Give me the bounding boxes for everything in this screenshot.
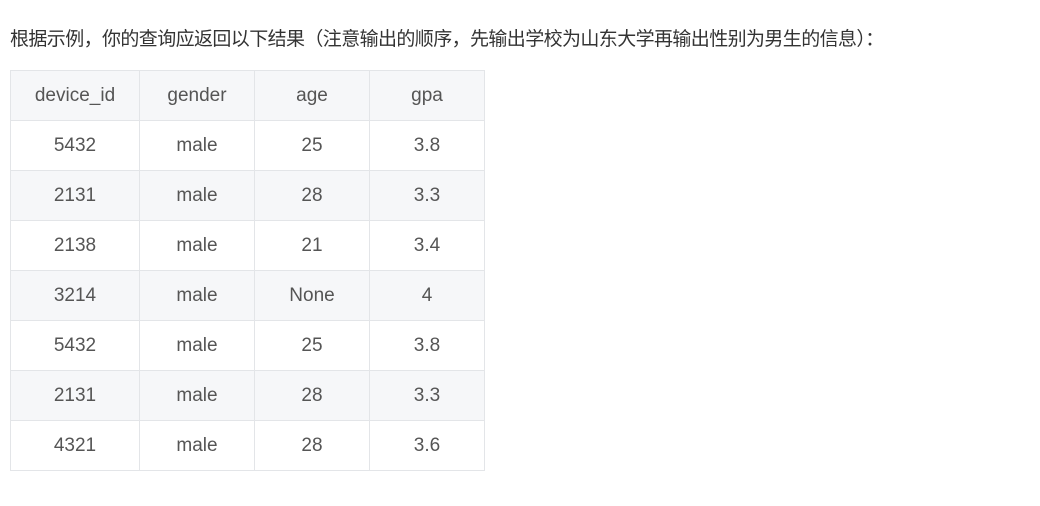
cell-gpa: 3.8: [369, 120, 485, 171]
cell-gender: male: [139, 420, 255, 471]
cell-gpa: 3.3: [369, 370, 485, 421]
cell-age: 28: [254, 370, 370, 421]
table-row: 3214 male None 4: [10, 270, 485, 321]
header-device-id: device_id: [10, 70, 140, 121]
result-table: device_id gender age gpa 5432 male 25 3.…: [10, 70, 485, 471]
cell-gpa: 4: [369, 270, 485, 321]
cell-device-id: 4321: [10, 420, 140, 471]
cell-gpa: 3.6: [369, 420, 485, 471]
header-gender: gender: [139, 70, 255, 121]
table-row: 2131 male 28 3.3: [10, 170, 485, 221]
cell-gpa: 3.4: [369, 220, 485, 271]
cell-age: 28: [254, 170, 370, 221]
table-row: 4321 male 28 3.6: [10, 420, 485, 471]
intro-text: 根据示例，你的查询应返回以下结果（注意输出的顺序，先输出学校为山东大学再输出性别…: [10, 28, 884, 50]
cell-device-id: 3214: [10, 270, 140, 321]
cell-age: 25: [254, 120, 370, 171]
cell-device-id: 5432: [10, 120, 140, 171]
table-body: 5432 male 25 3.8 2131 male 28 3.3 2138 m…: [10, 120, 485, 471]
table-row: 5432 male 25 3.8: [10, 120, 485, 171]
cell-gender: male: [139, 220, 255, 271]
header-row: device_id gender age gpa: [10, 70, 485, 121]
cell-device-id: 5432: [10, 320, 140, 371]
cell-device-id: 2138: [10, 220, 140, 271]
header-age: age: [254, 70, 370, 121]
cell-age: 25: [254, 320, 370, 371]
cell-device-id: 2131: [10, 170, 140, 221]
table-row: 5432 male 25 3.8: [10, 320, 485, 371]
header-gpa: gpa: [369, 70, 485, 121]
cell-gender: male: [139, 320, 255, 371]
table-header: device_id gender age gpa: [10, 70, 485, 121]
cell-gpa: 3.8: [369, 320, 485, 371]
cell-gender: male: [139, 120, 255, 171]
cell-device-id: 2131: [10, 370, 140, 421]
table-row: 2138 male 21 3.4: [10, 220, 485, 271]
cell-age: 21: [254, 220, 370, 271]
cell-gender: male: [139, 170, 255, 221]
cell-gender: male: [139, 370, 255, 421]
table-row: 2131 male 28 3.3: [10, 370, 485, 421]
cell-age: 28: [254, 420, 370, 471]
cell-gender: male: [139, 270, 255, 321]
cell-gpa: 3.3: [369, 170, 485, 221]
cell-age: None: [254, 270, 370, 321]
